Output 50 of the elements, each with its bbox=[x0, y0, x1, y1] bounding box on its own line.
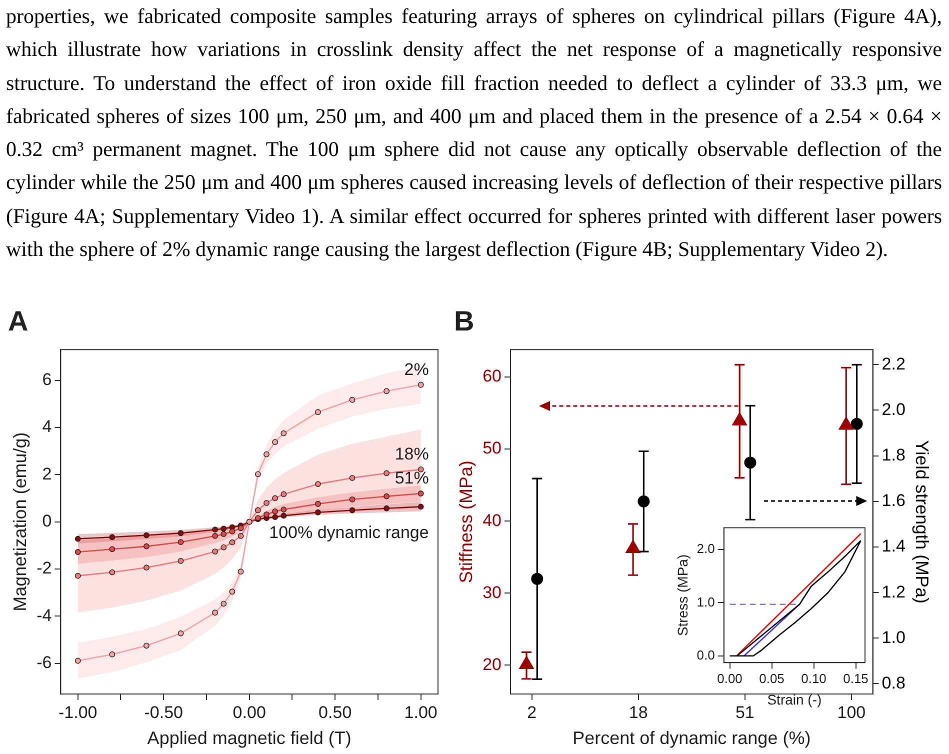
y2-tick-label: 2.0 bbox=[882, 400, 906, 419]
x-tick-label: 0.50 bbox=[318, 702, 352, 722]
chart-title: A bbox=[8, 306, 28, 337]
y-tick-label: 20 bbox=[482, 654, 502, 674]
x-tick-label: 0.00 bbox=[232, 702, 266, 722]
y-tick-label: 2.0 bbox=[696, 541, 715, 556]
y-tick-label: 0 bbox=[42, 511, 52, 530]
y-tick-label: 4 bbox=[42, 417, 52, 436]
x-tick-label: 18 bbox=[628, 702, 648, 722]
y-axis-title: Stiffness (MPa) bbox=[456, 460, 476, 584]
x-tick-label: 2 bbox=[527, 702, 537, 722]
x-tick-label: 100 bbox=[837, 702, 866, 722]
y-tick-label: -4 bbox=[36, 606, 52, 625]
y-tick-label: 60 bbox=[482, 366, 502, 386]
y-axis-title: Stress (MPa) bbox=[674, 554, 690, 636]
y-tick-label: 50 bbox=[482, 438, 502, 458]
x-tick-label: 1.00 bbox=[404, 702, 438, 722]
x-tick-label: 0.15 bbox=[843, 670, 868, 686]
y-tick-label: 0.0 bbox=[696, 647, 715, 662]
series-label: 2% bbox=[404, 360, 429, 379]
y2-tick-label: 2.2 bbox=[882, 354, 906, 374]
y-tick-label: -2 bbox=[36, 558, 52, 578]
series-label: 18% bbox=[394, 444, 429, 464]
y2-tick-label: 1.4 bbox=[882, 536, 906, 556]
x-tick-label: 0.10 bbox=[801, 670, 826, 686]
x-tick-label: -1.00 bbox=[58, 702, 98, 722]
series-label: 100% dynamic range bbox=[269, 522, 429, 542]
y-tick-label: -6 bbox=[36, 653, 52, 672]
x-axis-title: Applied magnetic field (T) bbox=[147, 728, 352, 748]
y-tick-label: 1.0 bbox=[696, 594, 715, 610]
x-tick-label: 0.05 bbox=[759, 670, 784, 686]
y-tick-label: 40 bbox=[482, 510, 502, 530]
y2-tick-label: 1.0 bbox=[882, 628, 906, 647]
x-tick-label: 51 bbox=[735, 702, 754, 722]
y-tick-label: 30 bbox=[482, 582, 502, 602]
x-axis-title: Percent of dynamic range (%) bbox=[572, 728, 811, 748]
y-tick-label: 6 bbox=[42, 370, 52, 389]
y-tick-label: 2 bbox=[42, 464, 52, 484]
y2-tick-label: 1.6 bbox=[882, 491, 906, 510]
y2-tick-label: 1.2 bbox=[882, 582, 906, 602]
y2-tick-label: 0.8 bbox=[882, 673, 906, 692]
x-tick-label: -0.50 bbox=[144, 702, 183, 722]
chart-title: B bbox=[454, 306, 474, 337]
y-axis-title: Magnetization (emu/g) bbox=[10, 432, 30, 612]
x-tick-label: 0.00 bbox=[717, 670, 742, 686]
text: properties, we fabricated composite samples featuring arrays of spheres on cylindrical pillars (Figure 4A), which illustrate how variations in crosslink density affect the net response of a magnetically responsive structure. To understand the effect of iron oxide fill fraction needed to deflect a cylinder of 33.3 μm, we fabricated spheres of sizes 100 μm, 250 μm, and 400 μm and placed them in the presence of a 2.54 × 0.64 × 0.32 cm³ permanent magnet. The 100 μm sphere did not cause any optically observable deflection of the cylinder while the 250 μm and 400 μm spheres caused increasing levels of deflection of their respective pillars (Figure 4A; Supplementary Video 1). A similar effect occurred for spheres printed with different laser powers with the sphere of 2% dynamic range causing the largest deflection (Figure 4B; Supplementary Video 2). bbox=[6, 3, 942, 264]
y2-tick-label: 1.8 bbox=[882, 446, 906, 464]
x-axis-title: Strain (-) bbox=[767, 691, 822, 708]
y2-axis-title: Yield strength (MPa) bbox=[912, 440, 932, 604]
series-label: 51% bbox=[394, 468, 429, 488]
